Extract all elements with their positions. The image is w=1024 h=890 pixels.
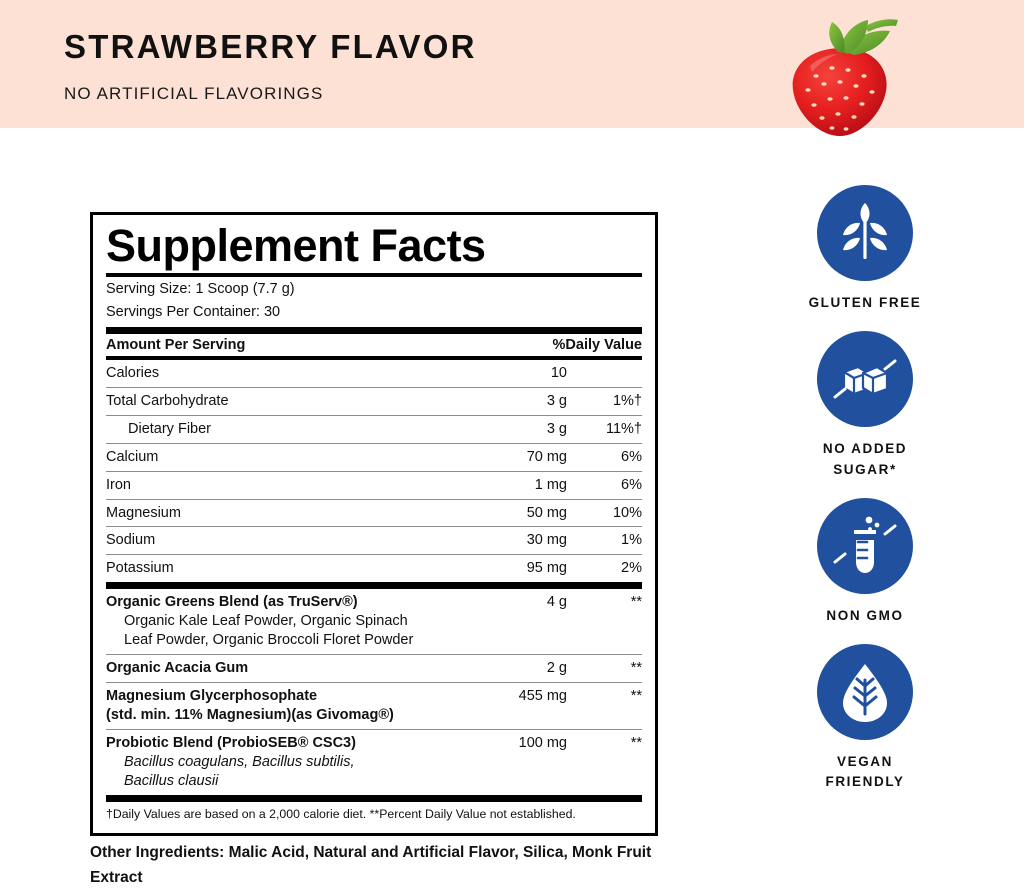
badge-label: GLUTEN FREE	[808, 295, 922, 310]
nutrient-name: Iron	[106, 476, 131, 493]
blend-subline: Leaf Powder, Organic Broccoli Floret Pow…	[124, 632, 414, 649]
table-row: Dietary Fiber 3 g 11%†	[106, 416, 642, 443]
nutrient-amount: 1 mg	[534, 476, 567, 493]
blend-name-text: Organic Greens Blend (as TruServ®)	[106, 594, 358, 611]
nutrient-name: Calories	[106, 365, 160, 382]
nutrient-amount: 10	[550, 365, 567, 382]
nutrient-name: Calcium	[106, 448, 159, 465]
nutrient-amount: 50 mg	[526, 504, 567, 521]
blend-dv: **	[630, 688, 642, 705]
nutrient-name: Potassium	[106, 560, 174, 577]
table-row: Iron 1 mg 6%	[106, 472, 642, 499]
row-divider	[106, 554, 642, 556]
blend-dv: **	[630, 660, 642, 677]
nutrient-dv: 6%	[621, 476, 642, 493]
blend-amount: 100 mg	[518, 734, 567, 751]
blend-dv: **	[630, 734, 642, 751]
row-divider	[106, 728, 642, 730]
nutrient-dv: 1%	[621, 532, 642, 549]
other-ingredients: Other Ingredients: Malic Acid, Natural a…	[90, 844, 652, 887]
nutrient-dv: 11%†	[605, 421, 642, 438]
table-row: Organic Greens Blend (as TruServ®) Organ…	[106, 589, 642, 654]
servings-per-container: Servings Per Container: 30	[106, 304, 281, 321]
daily-value-footnote: †Daily Values are based on a 2,000 calor…	[106, 806, 576, 821]
blend-name: Magnesium Glycerphosophate (std. min. 11…	[106, 687, 459, 725]
row-divider	[106, 442, 642, 444]
badge-vegan-friendly: VEGAN FRIENDLY	[760, 644, 970, 793]
badge-no-added-sugar: NO ADDED SUGAR*	[760, 331, 970, 480]
blend-name: Organic Acacia Gum	[106, 660, 249, 677]
blend-dv: **	[630, 594, 642, 611]
table-row: Potassium 95 mg 2%	[106, 555, 642, 582]
badge-gluten-free: GLUTEN FREE	[760, 185, 970, 313]
nutrient-amount: 95 mg	[526, 560, 567, 577]
title-rule	[106, 273, 642, 278]
badge-non-gmo: NON GMO	[760, 497, 970, 626]
row-divider	[106, 498, 642, 500]
supplement-facts-title: Supplement Facts	[106, 220, 486, 271]
table-row: Total Carbohydrate 3 g 1%†	[106, 388, 642, 415]
blend-name: Probiotic Blend (ProbioSEB® CSC3) Bacill…	[106, 734, 459, 791]
sugar-cubes-icon	[817, 331, 913, 428]
row-divider	[106, 415, 642, 417]
badge-label: NO ADDED SUGAR*	[822, 441, 908, 477]
blend-name: Organic Greens Blend (as TruServ®) Organ…	[106, 593, 459, 650]
nutrient-name: Dietary Fiber	[128, 421, 211, 438]
blend-subline: (std. min. 11% Magnesium)(as Givomag®)	[106, 706, 394, 723]
row-divider	[106, 654, 642, 656]
row-divider	[106, 387, 642, 389]
blend-subline: Organic Kale Leaf Powder, Organic Spinac…	[124, 613, 408, 630]
certification-badges: GLUTEN FREE NO ADDED SUGAR*	[760, 185, 970, 793]
table-row: Sodium 30 mg 1%	[106, 527, 642, 554]
serving-rule	[106, 327, 642, 335]
blend-section-rule	[106, 582, 642, 590]
table-row: Magnesium Glycerphosophate (std. min. 11…	[106, 683, 642, 729]
amount-per-serving-header: Amount Per Serving	[106, 337, 246, 354]
blend-subline: Bacillus clausii	[124, 772, 219, 789]
nutrient-dv: 10%	[612, 504, 642, 521]
table-row: Calories 10	[106, 360, 642, 387]
row-divider	[106, 682, 642, 684]
table-row: Organic Acacia Gum 2 g **	[106, 655, 642, 682]
nutrient-name: Total Carbohydrate	[106, 393, 229, 410]
wheat-stalk-icon	[817, 185, 913, 281]
blend-amount: 2 g	[546, 660, 567, 677]
nutrient-dv: 1%†	[612, 393, 642, 410]
nutrient-amount: 30 mg	[526, 532, 567, 549]
daily-value-header: %Daily Value	[552, 337, 642, 354]
serving-info: Serving Size: 1 Scoop (7.7 g) Servings P…	[106, 277, 642, 327]
leaf-droplet-icon	[817, 644, 913, 740]
blend-name-text: Probiotic Blend (ProbioSEB® CSC3)	[106, 734, 356, 751]
blend-amount: 455 mg	[518, 688, 567, 705]
nutrient-amount: 70 mg	[526, 448, 567, 465]
blend-name-text: Magnesium Glycerphosophate	[106, 688, 318, 705]
table-header-row: Amount Per Serving %Daily Value	[106, 334, 642, 356]
nutrient-amount: 3 g	[546, 393, 567, 410]
blend-subline: Bacillus coagulans, Bacillus subtilis,	[124, 753, 355, 770]
nutrient-name: Sodium	[106, 532, 156, 549]
blend-amount: 4 g	[546, 594, 567, 611]
nutrient-name: Magnesium	[106, 504, 181, 521]
footnote-rule	[106, 794, 642, 802]
strawberry-icon	[780, 18, 902, 140]
row-divider	[106, 470, 642, 472]
badge-label: VEGAN FRIENDLY	[825, 754, 905, 790]
supplement-facts-panel: Supplement Facts Serving Size: 1 Scoop (…	[90, 212, 658, 836]
test-tube-icon	[817, 497, 913, 594]
serving-size: Serving Size: 1 Scoop (7.7 g)	[106, 281, 295, 298]
row-divider	[106, 526, 642, 528]
header-rule	[106, 356, 642, 361]
table-row: Magnesium 50 mg 10%	[106, 500, 642, 527]
nutrient-amount: 3 g	[546, 421, 567, 438]
nutrient-dv: 6%	[621, 448, 642, 465]
banner-subtitle: NO ARTIFICIAL FLAVORINGS	[64, 84, 324, 103]
table-row: Probiotic Blend (ProbioSEB® CSC3) Bacill…	[106, 730, 642, 795]
nutrient-dv: 2%	[621, 560, 642, 577]
page-title: STRAWBERRY FLAVOR	[64, 28, 477, 65]
table-row: Calcium 70 mg 6%	[106, 444, 642, 471]
badge-label: NON GMO	[826, 607, 904, 623]
